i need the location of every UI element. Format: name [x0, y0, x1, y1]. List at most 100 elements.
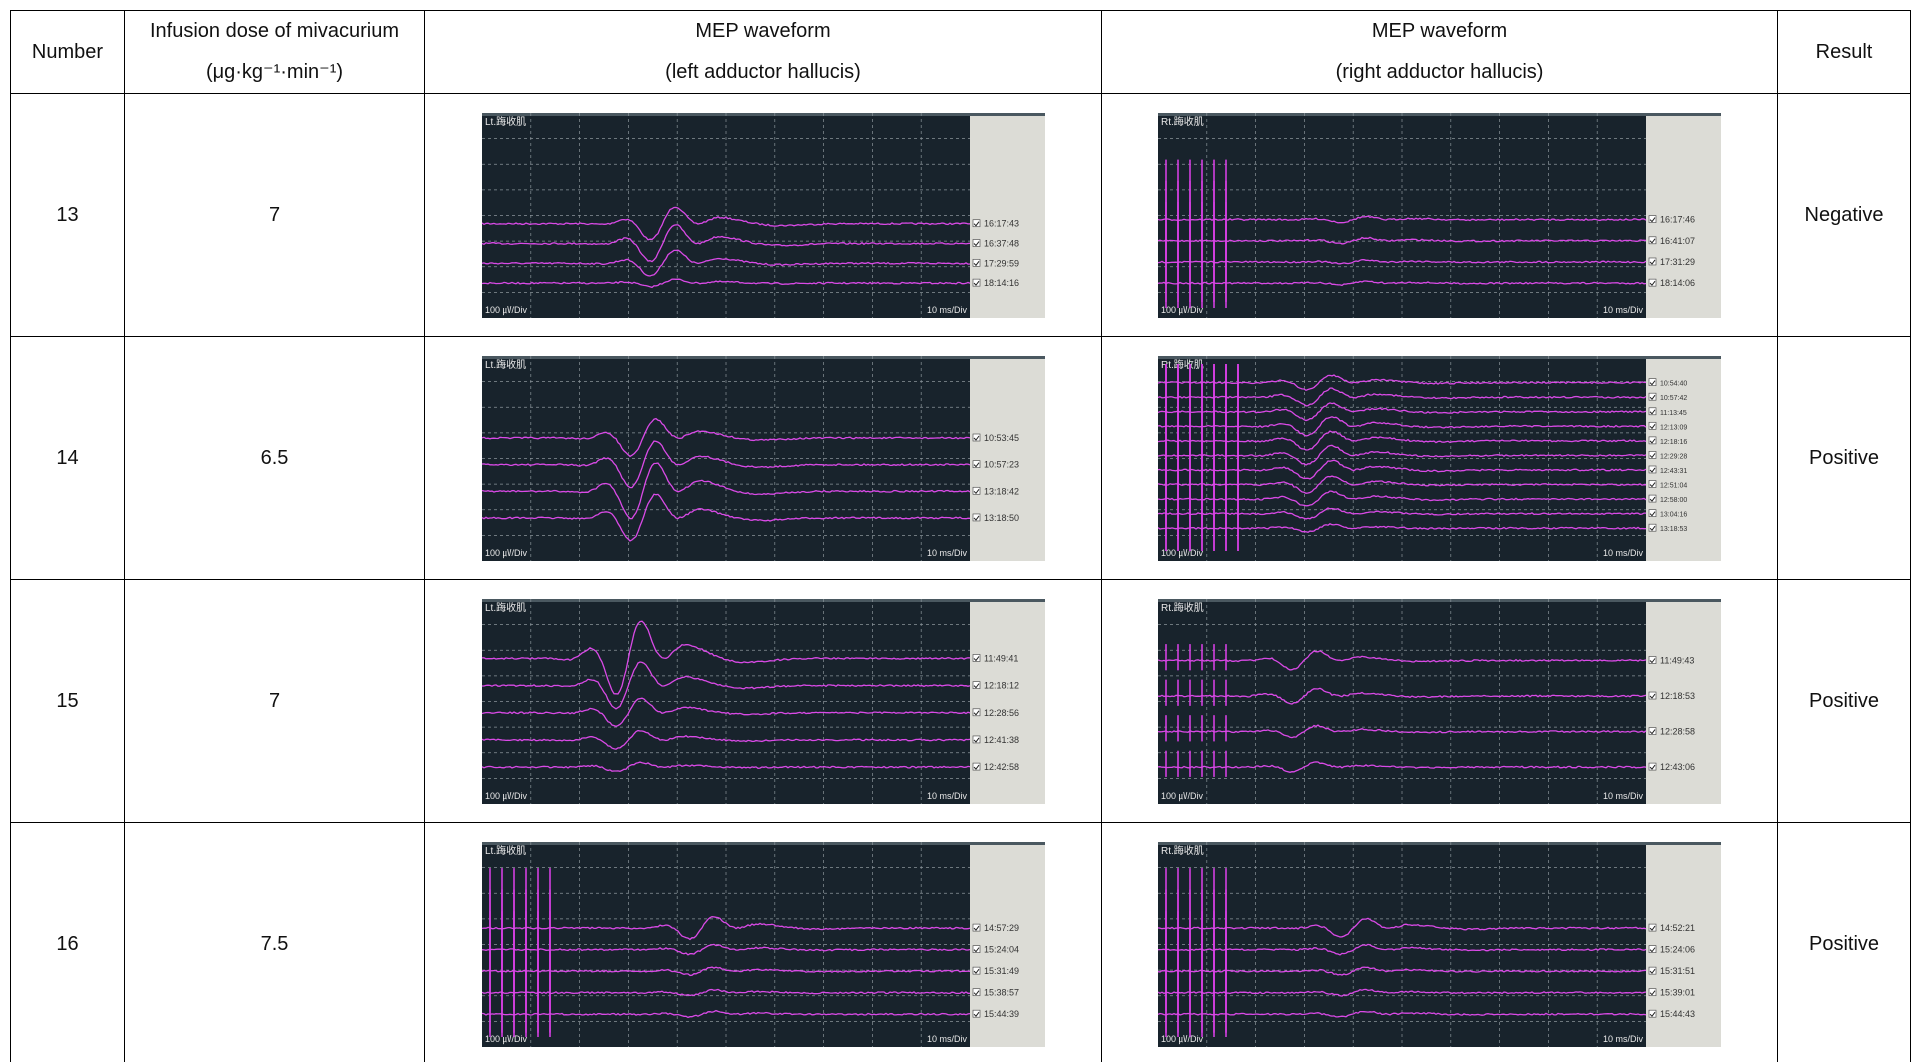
timestamp: 11:49:43 [1660, 655, 1694, 665]
timestamp: 10:54:40 [1660, 380, 1687, 387]
timestamp: 15:44:39 [984, 1009, 1019, 1019]
channel-label: Rt.踇收肌 [1161, 601, 1204, 614]
channel-label: Lt.踇收肌 [485, 601, 526, 614]
timestamp: 16:41:07 [1660, 235, 1695, 245]
header-text: (right adductor hallucis) [1102, 52, 1777, 93]
results-table: NumberInfusion dose of mivacurium(μg·kg⁻… [10, 10, 1911, 1062]
channel-label: Lt.踇收肌 [485, 358, 526, 371]
timestamp: 13:18:53 [1660, 526, 1687, 533]
header-cell: MEP waveform(right adductor hallucis) [1102, 11, 1778, 94]
waveform-panel: Lt.踇收肌100 ㎶/Div10 ms/Div10:53:4510:57:23… [482, 356, 1045, 561]
channel-label: Rt.踇收肌 [1161, 844, 1204, 857]
result-cell: Positive [1778, 580, 1911, 823]
header-text: Infusion dose of mivacurium [125, 11, 424, 52]
amplitude-scale: 100 ㎶/Div [1161, 548, 1204, 559]
timestamp: 18:14:06 [1660, 278, 1695, 288]
panel-strip [1646, 599, 1721, 804]
waveform-panel: Rt.踇收肌100 ㎶/Div10 ms/Div10:54:4010:57:42… [1158, 356, 1721, 561]
timestamp: 15:44:43 [1660, 1009, 1695, 1019]
panel-topbar [482, 356, 1045, 359]
panel-topbar [482, 113, 1045, 116]
header-cell: Infusion dose of mivacurium(μg·kg⁻¹·min⁻… [125, 11, 425, 94]
panel-topbar [482, 842, 1045, 845]
amplitude-scale: 100 ㎶/Div [485, 791, 528, 802]
left-waveform-cell: Lt.踇收肌100 ㎶/Div10 ms/Div11:49:4112:18:12… [425, 580, 1102, 823]
timestamp: 16:37:48 [984, 238, 1019, 248]
waveform-panel: Rt.踇收肌 100 ㎶/Div 10 ms/Div 11:49:43 12:18:53… [1158, 599, 1721, 804]
timestamp: 12:41:38 [984, 734, 1019, 744]
timestamp: 15:24:04 [984, 944, 1019, 954]
timestamp: 16:17:43 [984, 218, 1019, 228]
timestamp: 10:57:23 [984, 459, 1019, 469]
channel-label: Rt.踇收肌 [1161, 115, 1204, 128]
timestamp: 12:28:56 [984, 707, 1019, 717]
timestamp: 16:17:46 [1660, 214, 1695, 224]
table-row: 137Lt.踇收肌100 ㎶/Div10 ms/Div16:17:4316:37… [11, 94, 1911, 337]
timestamp: 12:43:31 [1660, 467, 1687, 474]
header-text: Number [11, 32, 124, 73]
number-cell: 14 [11, 337, 125, 580]
table-row: 167.5 Lt.踇收肌 100 ㎶/Div 10 ms/Div 14:57:29 15:… [11, 823, 1911, 1062]
timestamp: 15:24:06 [1660, 944, 1695, 954]
timestamp: 12:18:16 [1660, 438, 1687, 445]
number-cell: 15 [11, 580, 125, 823]
timestamp: 12:51:04 [1660, 482, 1687, 489]
timestamp: 12:58:00 [1660, 497, 1687, 504]
page: NumberInfusion dose of mivacurium(μg·kg⁻… [0, 0, 1912, 1062]
header-text: (μg·kg⁻¹·min⁻¹) [125, 52, 424, 93]
dose-cell: 7 [125, 580, 425, 823]
timestamp: 12:29:28 [1660, 453, 1687, 460]
panel-topbar [1158, 842, 1721, 845]
time-scale: 10 ms/Div [926, 548, 967, 558]
timestamp: 13:04:16 [1660, 511, 1687, 518]
left-waveform-cell: Lt.踇收肌100 ㎶/Div10 ms/Div14:57:2915:24:04… [425, 823, 1102, 1062]
right-waveform-cell: Rt.踇收肌100 ㎶/Div10 ms/Div16:17:4616:41:07… [1102, 94, 1778, 337]
dose-cell: 7 [125, 94, 425, 337]
panel-topbar [482, 599, 1045, 602]
timestamp: 15:39:01 [1660, 987, 1695, 997]
timestamp: 12:28:58 [1660, 726, 1695, 736]
waveform-panel: Rt.踇收肌100 ㎶/Div10 ms/Div16:17:4616:41:07… [1158, 113, 1721, 318]
header-text: (left adductor hallucis) [425, 52, 1101, 93]
timestamp: 12:13:09 [1660, 424, 1687, 431]
amplitude-scale: 100 ㎶/Div [485, 548, 528, 559]
time-scale: 10 ms/Div [1603, 791, 1644, 801]
number-cell: 16 [11, 823, 125, 1062]
result-cell: Positive [1778, 337, 1911, 580]
timestamp: 15:38:57 [984, 987, 1019, 997]
right-waveform-cell: Rt.踇收肌 100 ㎶/Div 10 ms/Div 11:49:43 12:18:53… [1102, 580, 1778, 823]
header-cell: MEP waveform(left adductor hallucis) [425, 11, 1102, 94]
timestamp: 18:14:16 [984, 278, 1019, 288]
timestamp: 17:31:29 [1660, 256, 1695, 266]
table-row: 146.5Lt.踇收肌100 ㎶/Div10 ms/Div10:53:4510:… [11, 337, 1911, 580]
amplitude-scale: 100 ㎶/Div [1161, 1034, 1204, 1045]
timestamp: 11:13:45 [1660, 409, 1687, 416]
channel-label: Lt.踇收肌 [485, 844, 526, 857]
panel-topbar [1158, 356, 1721, 359]
timestamp: 12:18:53 [1660, 691, 1695, 701]
header-text: MEP waveform [425, 11, 1101, 52]
timestamp: 13:18:50 [984, 512, 1019, 522]
time-scale: 10 ms/Div [926, 1034, 967, 1044]
header-text: Result [1778, 32, 1910, 73]
amplitude-scale: 100 ㎶/Div [1161, 791, 1204, 802]
header-cell: Result [1778, 11, 1911, 94]
timestamp: 14:57:29 [984, 923, 1019, 933]
table-row: 157 Lt.踇收肌 100 ㎶/Div 10 ms/Div 11:49:41 12:18… [11, 580, 1911, 823]
channel-label: Lt.踇收肌 [485, 115, 526, 128]
timestamp: 11:49:41 [984, 653, 1018, 663]
header-cell: Number [11, 11, 125, 94]
timestamp: 17:29:59 [984, 258, 1019, 268]
header-text: MEP waveform [1102, 11, 1777, 52]
dose-cell: 7.5 [125, 823, 425, 1062]
timestamp: 10:57:42 [1660, 395, 1687, 402]
timestamp: 15:31:51 [1660, 966, 1695, 976]
amplitude-scale: 100 ㎶/Div [485, 305, 528, 316]
result-cell: Negative [1778, 94, 1911, 337]
